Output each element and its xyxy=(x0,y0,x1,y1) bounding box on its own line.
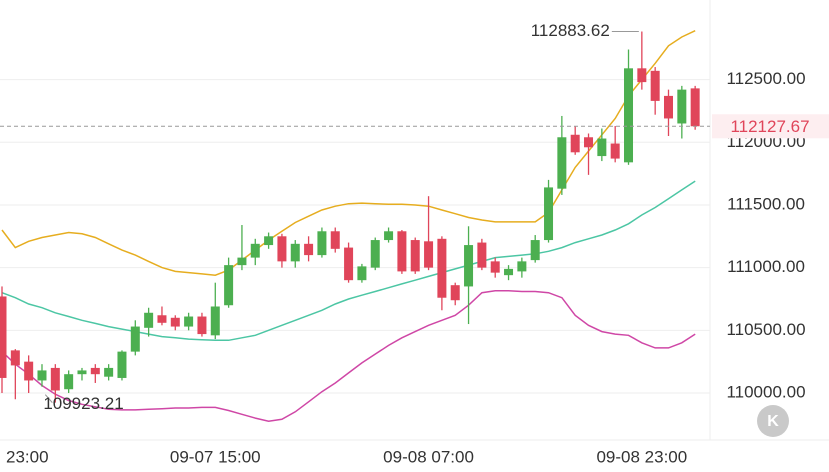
candle-body xyxy=(424,241,434,268)
candle-body xyxy=(570,134,580,153)
candle-body xyxy=(384,231,394,241)
candle-body xyxy=(610,143,620,159)
x-tick-label: 09-08 23:00 xyxy=(596,447,687,466)
candle-body xyxy=(330,231,340,249)
candle-body xyxy=(344,247,354,281)
candle-body xyxy=(184,316,194,327)
candle-body xyxy=(210,306,220,336)
candle-body xyxy=(90,367,100,375)
y-tick-label: 112500.00 xyxy=(726,69,805,88)
candle-body xyxy=(664,95,673,119)
band-line xyxy=(1,290,696,422)
y-tick-label: 111000.00 xyxy=(727,257,805,276)
x-tick-label: 09-08 07:00 xyxy=(383,447,474,466)
candle-body xyxy=(597,138,607,157)
y-tick-label: 110000.00 xyxy=(726,382,805,401)
min-label: 109923.21 xyxy=(43,394,123,413)
y-tick-label: 111500.00 xyxy=(727,194,805,213)
candle-body xyxy=(77,370,87,375)
x-tick-label: 09-07 15:00 xyxy=(170,447,261,466)
min-pointer xyxy=(44,394,53,403)
candle-body xyxy=(250,243,260,258)
candle-body xyxy=(277,236,287,262)
candle-body xyxy=(10,350,20,366)
candle-body xyxy=(237,257,247,266)
last-price-label: 112127.67 xyxy=(730,117,809,136)
overlay: K xyxy=(757,405,789,437)
candle-body xyxy=(157,315,167,323)
candle-body xyxy=(530,240,540,261)
candle-body xyxy=(450,285,460,301)
candle-body xyxy=(557,137,567,189)
candle-body xyxy=(170,317,180,327)
candle-body xyxy=(317,231,327,256)
candle-body xyxy=(304,243,314,256)
x-tick-label: 23:00 xyxy=(6,447,49,466)
candle-body xyxy=(197,316,207,335)
candle-body xyxy=(624,68,634,163)
candle-body xyxy=(370,240,380,268)
candle-body xyxy=(477,242,487,268)
candle-body xyxy=(397,231,407,272)
candle-body xyxy=(464,245,474,287)
candle-body xyxy=(650,70,660,101)
candle-body xyxy=(50,367,60,391)
candle-body xyxy=(37,370,47,381)
band-line xyxy=(1,180,696,342)
candle-body xyxy=(64,374,74,390)
candle-body xyxy=(490,261,500,273)
y-tick-label: 110500.00 xyxy=(726,320,805,339)
candle-body xyxy=(117,351,127,378)
candle-body xyxy=(24,361,34,381)
candle-body xyxy=(637,68,647,83)
candle-body xyxy=(264,236,274,246)
candle-body xyxy=(517,261,527,272)
button-label[interactable]: K xyxy=(767,413,779,430)
last-price-box xyxy=(712,114,829,139)
candle-body xyxy=(544,187,554,241)
candle-body xyxy=(690,88,700,127)
max-label: 112883.62 xyxy=(531,21,610,40)
candle-body xyxy=(290,243,300,262)
candle-body xyxy=(437,238,447,298)
collapse-button[interactable] xyxy=(757,405,789,437)
band-line xyxy=(1,30,696,276)
candle-body xyxy=(104,367,114,377)
candle-body xyxy=(357,266,367,281)
candle-body xyxy=(504,268,514,276)
candle-body xyxy=(677,89,687,124)
candle-body xyxy=(584,137,594,148)
candle-body xyxy=(410,240,420,272)
candle-body xyxy=(0,296,7,378)
candle-body xyxy=(224,265,234,306)
candle-body xyxy=(144,312,154,328)
candle-body xyxy=(130,326,140,352)
